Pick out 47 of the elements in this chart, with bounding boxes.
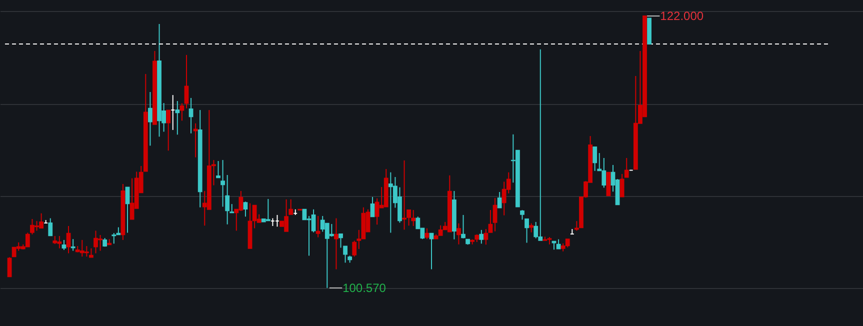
candlestick xyxy=(429,232,434,270)
candlestick xyxy=(592,146,598,172)
candlestick xyxy=(302,208,307,220)
candlestick xyxy=(479,229,484,244)
candlestick xyxy=(188,97,194,134)
candlestick xyxy=(529,222,534,233)
candlestick xyxy=(456,222,461,245)
candlestick xyxy=(180,102,184,122)
candlestick xyxy=(184,54,189,109)
candlestick xyxy=(488,210,493,233)
candlestick xyxy=(484,228,488,246)
candlestick xyxy=(243,201,248,218)
candlestick xyxy=(424,228,430,240)
candlestick xyxy=(175,100,180,136)
candlestick xyxy=(311,208,316,233)
candlestick xyxy=(334,218,338,270)
text: 122.000 xyxy=(660,8,704,23)
candlestick xyxy=(7,256,12,278)
candlestick xyxy=(574,220,579,232)
candlestick xyxy=(84,246,89,258)
candlestick xyxy=(66,226,71,254)
candlestick xyxy=(193,122,198,158)
annotation: 100.570 xyxy=(342,280,386,295)
candlestick xyxy=(520,210,524,220)
candlestick xyxy=(492,197,498,232)
candlestick xyxy=(316,215,320,238)
candlestick xyxy=(48,218,53,236)
candlestick xyxy=(524,218,529,244)
candlestick xyxy=(288,198,294,215)
candlestick xyxy=(620,173,624,198)
candlestick xyxy=(216,160,220,178)
candlestick xyxy=(70,238,76,252)
candlestick xyxy=(329,223,334,238)
candlestick xyxy=(411,210,416,227)
candlestick xyxy=(534,221,538,239)
candlestick xyxy=(624,157,629,178)
candlestick xyxy=(266,198,270,222)
candlestick xyxy=(370,196,375,218)
candlestick xyxy=(62,239,66,250)
candlestick xyxy=(125,186,130,234)
candlestick xyxy=(461,214,466,239)
candlestick xyxy=(166,110,171,152)
candlestick xyxy=(497,191,502,208)
candlestick xyxy=(112,232,116,244)
candlestick xyxy=(352,240,357,258)
candlestick xyxy=(606,172,611,196)
candlestick xyxy=(148,92,152,146)
